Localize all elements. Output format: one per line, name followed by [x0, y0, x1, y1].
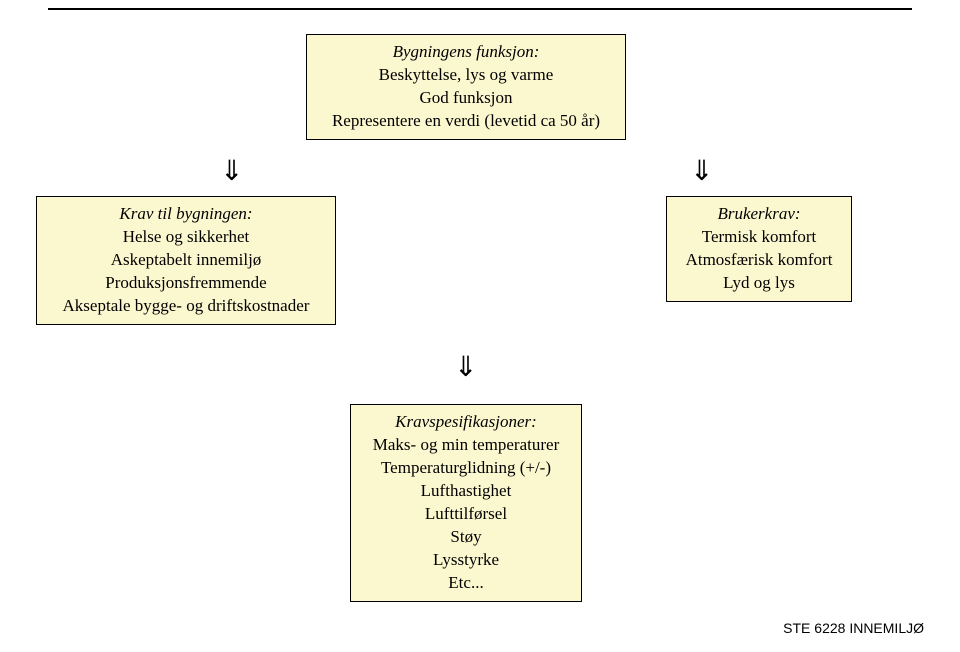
box-line: Temperaturglidning (+/-) — [361, 457, 571, 480]
box-line: Lufthastighet — [361, 480, 571, 503]
box-line: Støy — [361, 526, 571, 549]
box-line: Atmosfærisk komfort — [677, 249, 841, 272]
box-specifications: Kravspesifikasjoner: Maks- og min temper… — [350, 404, 582, 602]
box-line: Termisk komfort — [677, 226, 841, 249]
box-line: Askeptabelt innemiljø — [47, 249, 325, 272]
box-line: Helse og sikkerhet — [47, 226, 325, 249]
double-down-arrow-icon: ⇓ — [690, 158, 713, 186]
box-building-requirements: Krav til bygningen: Helse og sikkerhet A… — [36, 196, 336, 325]
box-line: Maks- og min temperaturer — [361, 434, 571, 457]
double-down-arrow-icon: ⇓ — [220, 158, 243, 186]
box-user-requirements: Brukerkrav: Termisk komfort Atmosfærisk … — [666, 196, 852, 302]
box-line: Lyd og lys — [677, 272, 841, 295]
box-line: Akseptale bygge- og driftskostnader — [47, 295, 325, 318]
box-line: Beskyttelse, lys og varme — [317, 64, 615, 87]
box-line: Lysstyrke — [361, 549, 571, 572]
box-title: Krav til bygningen: — [47, 203, 325, 226]
box-title: Bygningens funksjon: — [317, 41, 615, 64]
box-title: Kravspesifikasjoner: — [361, 411, 571, 434]
double-down-arrow-icon: ⇓ — [454, 354, 477, 382]
box-line: Representere en verdi (levetid ca 50 år) — [317, 110, 615, 133]
box-line: Etc... — [361, 572, 571, 595]
header-rule — [48, 8, 912, 10]
box-line: God funksjon — [317, 87, 615, 110]
box-title: Brukerkrav: — [677, 203, 841, 226]
box-line: Lufttilførsel — [361, 503, 571, 526]
box-line: Produksjonsfremmende — [47, 272, 325, 295]
footer-course-code: STE 6228 INNEMILJØ — [783, 620, 924, 636]
box-building-function: Bygningens funksjon: Beskyttelse, lys og… — [306, 34, 626, 140]
